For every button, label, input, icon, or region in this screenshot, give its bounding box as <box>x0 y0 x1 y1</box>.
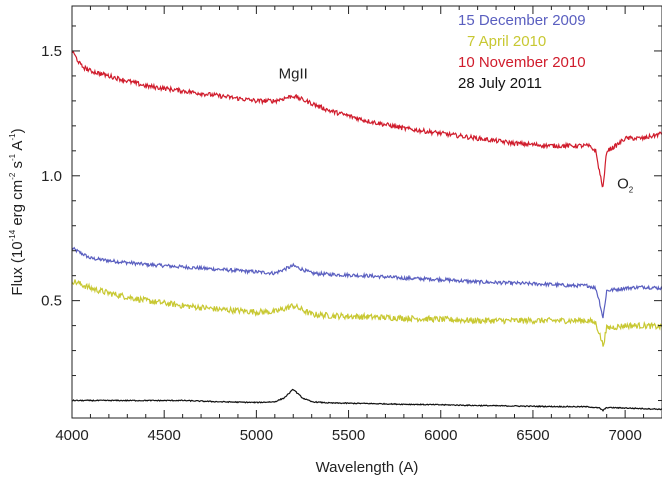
ylabel-text: A <box>9 141 26 154</box>
series-line-2 <box>71 51 662 188</box>
x-tick-label: 5500 <box>332 427 365 444</box>
legend-entry-0: 15 December 2009 <box>458 12 586 29</box>
x-tick-label: 6500 <box>516 427 549 444</box>
series-line-3 <box>72 388 662 412</box>
y-axis: 0.5 1.0 1.5 <box>41 25 662 402</box>
annotation-1: O2 <box>617 175 634 194</box>
plot-lines <box>71 51 662 412</box>
x-tick-label: 4000 <box>55 427 88 444</box>
x-axis-label: Wavelength (A) <box>316 459 419 476</box>
series-line-1 <box>71 279 662 347</box>
annotation-0: MgII <box>279 65 308 82</box>
annotations: MgII O2 <box>279 65 634 194</box>
legend: 15 December 2009 7 April 2010 10 November … <box>458 12 586 92</box>
ylabel-text: erg cm <box>9 180 26 230</box>
legend-entry-2: 10 November 2010 <box>458 54 586 71</box>
x-tick-label: 6000 <box>424 427 457 444</box>
x-tick-label: 4500 <box>148 427 181 444</box>
x-tick-label: 5000 <box>240 427 273 444</box>
x-tick-label: 7000 <box>608 427 641 444</box>
x-axis: 4000 4500 5000 5500 6000 6500 7000 <box>55 6 662 444</box>
ylabel-text: Flux (10 <box>9 241 26 295</box>
y-axis-label: Flux (10-14 erg cm-2 s-1 A-1) <box>8 128 26 295</box>
y-tick-label: 1.0 <box>41 168 62 185</box>
y-tick-label: 1.5 <box>41 43 62 60</box>
ylabel-text: ) <box>9 128 26 133</box>
y-tick-label: 0.5 <box>41 293 62 310</box>
ylabel-text: s <box>9 161 26 173</box>
ylabel-exponent: -1 <box>8 133 17 141</box>
ylabel-exponent: -14 <box>8 229 17 241</box>
legend-entry-3: 28 July 2011 <box>458 75 542 92</box>
ylabel-exponent: -1 <box>8 153 17 161</box>
legend-entry-1: 7 April 2010 <box>467 33 546 50</box>
ylabel-exponent: -2 <box>8 172 17 180</box>
series-line-0 <box>71 246 662 319</box>
